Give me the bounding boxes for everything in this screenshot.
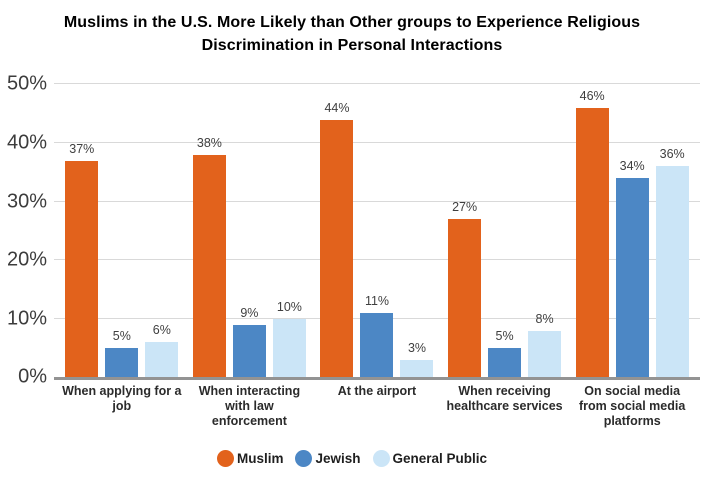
category-label: At the airport: [337, 384, 417, 399]
y-axis-tick-label: 20%: [6, 248, 47, 271]
category-label-cell: When receiving healthcare services: [441, 384, 569, 428]
legend-swatch-general-public: [372, 450, 390, 467]
category-label: When applying for a job: [62, 384, 182, 414]
bar-group: 27% 5% 8%: [441, 84, 569, 378]
bar-general-public: 8%: [528, 312, 562, 378]
bar-group: 37% 5% 6%: [58, 84, 186, 378]
plot-area: 37% 5% 6% 38% 9% 10% 44% 11% 3% 27% 5% 8% 46% 34% 36%: [54, 83, 700, 381]
bar-value-label: 10%: [276, 299, 302, 314]
legend-label-muslim: Muslim: [236, 451, 284, 466]
bar-value-label: 38%: [196, 135, 222, 150]
category-label-cell: At the airport: [313, 384, 441, 428]
bar-chart: 0% 10% 20% 30% 40% 50% 37% 5% 6% 38% 9% 10% 44% 11% 3…: [0, 73, 704, 428]
legend-swatch-jewish: [295, 450, 313, 467]
legend-item-jewish: Jewish: [295, 450, 361, 467]
bar-muslim: 44%: [320, 101, 354, 378]
category-label-cell: When interacting with law enforcement: [186, 384, 314, 428]
gridline: [54, 259, 700, 261]
legend-item-muslim: Muslim: [216, 450, 284, 467]
bar-value-label: 3%: [407, 340, 427, 355]
legend: Muslim Jewish General Public: [0, 450, 704, 467]
bar-value-label: 36%: [659, 147, 685, 162]
bar-jewish: 5%: [105, 329, 139, 378]
bar-jewish: 5%: [488, 329, 522, 378]
chart-title: Muslims in the U.S. More Likely than Oth…: [63, 14, 641, 54]
bar-muslim: 37%: [65, 142, 99, 378]
bar-groups-container: 37% 5% 6% 38% 9% 10% 44% 11% 3% 27% 5% 8% 46% 34% 36%: [54, 84, 700, 378]
bar-jewish: 34%: [615, 159, 649, 378]
gridline: [54, 83, 700, 85]
bar-group: 38% 9% 10%: [186, 84, 314, 378]
bar-muslim: 38%: [192, 136, 226, 378]
bar-group: 46% 34% 36%: [568, 84, 696, 378]
y-axis-tick-label: 0%: [18, 365, 47, 388]
bar-general-public: 36%: [655, 147, 689, 378]
bar-value-label: 27%: [452, 200, 478, 215]
bar-general-public: 6%: [145, 323, 179, 378]
category-label: When interacting with law enforcement: [198, 384, 301, 428]
bar-value-label: 5%: [495, 329, 514, 344]
legend-item-general-public: General Public: [372, 450, 488, 467]
plot-wrap: 37% 5% 6% 38% 9% 10% 44% 11% 3% 27% 5% 8% 46% 34% 36% …: [54, 83, 700, 428]
bar-value-label: 9%: [240, 305, 259, 320]
bar-value-label: 8%: [535, 311, 554, 326]
bar-jewish: 11%: [360, 294, 394, 378]
bar-value-label: 5%: [112, 329, 131, 344]
bar-value-label: 11%: [364, 293, 390, 308]
bar-value-label: 6%: [152, 323, 171, 338]
bar-muslim: 27%: [448, 200, 482, 378]
category-label-cell: When applying for a job: [58, 384, 186, 428]
bar-muslim: 46%: [575, 89, 609, 378]
gridline: [54, 200, 700, 202]
bar-value-label: 37%: [69, 141, 95, 156]
bar-general-public: 10%: [272, 300, 306, 378]
bar-value-label: 46%: [579, 88, 605, 103]
y-axis-tick-label: 50%: [6, 72, 47, 95]
legend-label-general-public: General Public: [392, 451, 488, 466]
y-axis-tick-label: 40%: [6, 131, 47, 154]
category-label-cell: On social media from social media platfo…: [568, 384, 696, 428]
y-axis: 0% 10% 20% 30% 40% 50%: [0, 73, 54, 388]
y-axis-tick-label: 30%: [6, 190, 47, 213]
category-label: On social media from social media platfo…: [579, 384, 686, 428]
bar-value-label: 34%: [619, 159, 645, 174]
y-axis-tick-label: 10%: [6, 307, 47, 330]
bar-value-label: 44%: [324, 100, 350, 115]
category-label: When receiving healthcare services: [446, 384, 563, 414]
gridline: [54, 142, 700, 144]
legend-swatch-muslim: [216, 450, 234, 467]
x-axis-category-labels: When applying for a job When interacting …: [54, 384, 700, 428]
bar-general-public: 3%: [400, 341, 434, 378]
bar-group: 44% 11% 3%: [313, 84, 441, 378]
legend-label-jewish: Jewish: [315, 451, 361, 466]
bar-jewish: 9%: [232, 306, 266, 378]
